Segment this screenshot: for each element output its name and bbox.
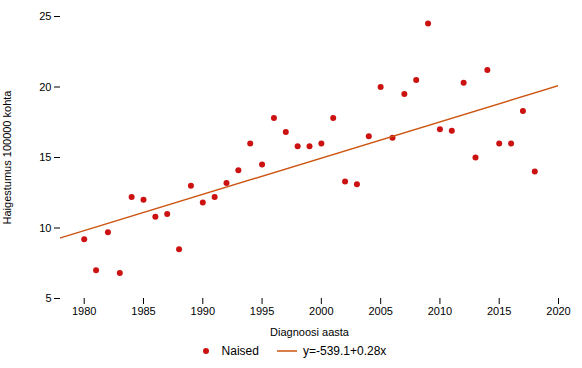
- svg-text:5: 5: [45, 292, 51, 304]
- svg-text:10: 10: [39, 222, 51, 234]
- svg-text:15: 15: [39, 151, 51, 163]
- svg-text:1995: 1995: [250, 305, 274, 317]
- svg-text:1990: 1990: [191, 305, 215, 317]
- svg-text:2010: 2010: [428, 305, 452, 317]
- svg-text:2005: 2005: [368, 305, 392, 317]
- html-text:Naised: Naised: [221, 344, 259, 358]
- svg-text:1980: 1980: [72, 305, 96, 317]
- html-text:y=-539.1+0.28x: y=-539.1+0.28x: [303, 344, 387, 358]
- svg-text:2015: 2015: [487, 305, 511, 317]
- svg-text:Diagnoosi aasta: Diagnoosi aasta: [270, 326, 350, 338]
- svg-text:Haigestumus 100000 kohta: Haigestumus 100000 kohta: [1, 90, 13, 225]
- svg-text:2000: 2000: [309, 305, 333, 317]
- svg-text:25: 25: [39, 10, 51, 22]
- svg-text:1985: 1985: [131, 305, 155, 317]
- svg-text:2020: 2020: [546, 305, 570, 317]
- svg-text:20: 20: [39, 81, 51, 93]
